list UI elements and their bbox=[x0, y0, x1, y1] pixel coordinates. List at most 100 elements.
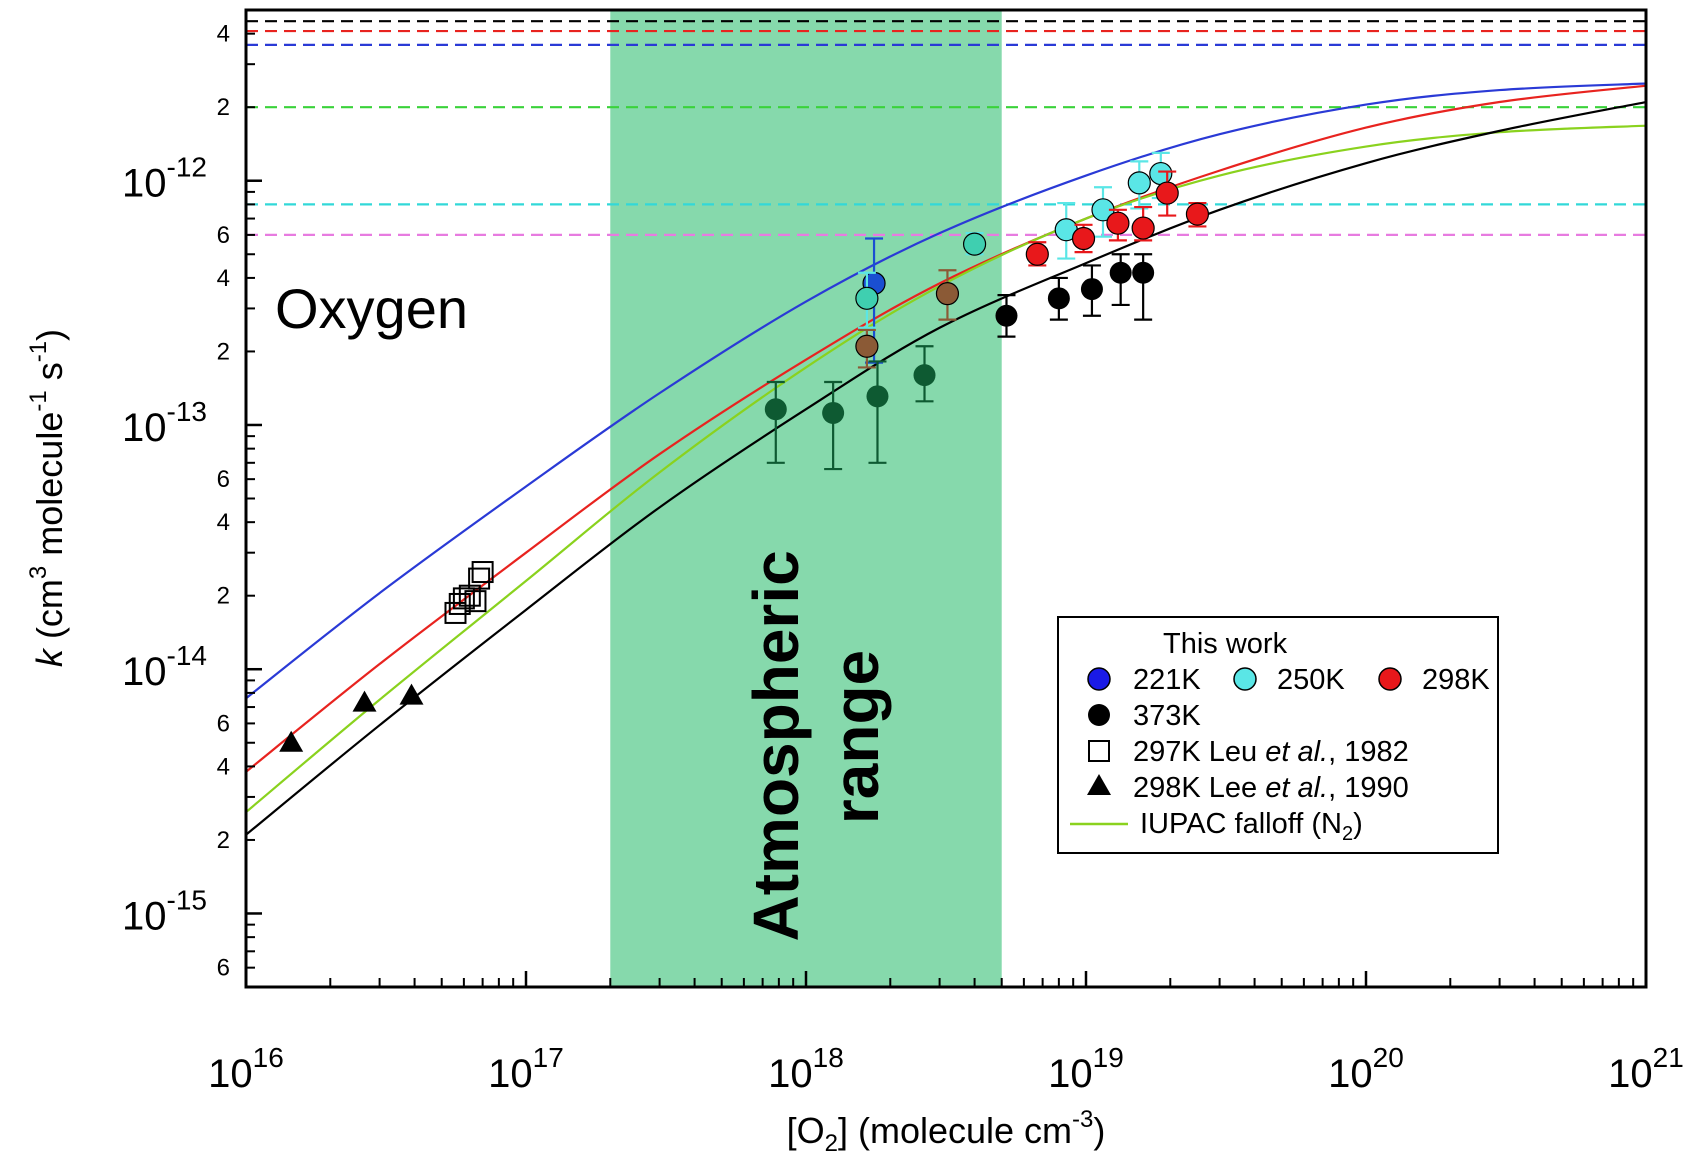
x-tick-base-5: 10 bbox=[1608, 1052, 1653, 1096]
curve-3 bbox=[245, 100, 1647, 836]
y-tick-base-1: 10 bbox=[122, 650, 167, 694]
y-minor-label-0: 6 bbox=[217, 955, 230, 982]
x-tick-base-0: 10 bbox=[208, 1052, 253, 1096]
point-s1-5 bbox=[1149, 161, 1173, 186]
legend-221k-marker bbox=[1087, 667, 1111, 691]
y-minor-label-4: 2 bbox=[217, 583, 230, 610]
y-minor-label-3: 6 bbox=[217, 710, 230, 737]
curve-0 bbox=[245, 82, 1647, 700]
atmospheric-range-line2: range bbox=[820, 650, 892, 824]
point-s1-0 bbox=[855, 286, 879, 310]
y-tick-exp-1: -14 bbox=[167, 640, 207, 671]
legend-373k-label: 373K bbox=[1133, 700, 1201, 732]
legend-221k-label: 221K bbox=[1133, 664, 1201, 696]
fit-curves bbox=[245, 82, 1647, 836]
point-s3-5 bbox=[1047, 287, 1070, 310]
legend-298k-label: 298K bbox=[1422, 664, 1490, 696]
point-s2-1 bbox=[1071, 226, 1096, 251]
y-tick-label-2: 10-13 bbox=[122, 396, 207, 450]
x-tick-label-3: 1019 bbox=[1048, 1042, 1124, 1096]
y-minor-label-9: 6 bbox=[217, 222, 230, 249]
y-minor-label-8: 4 bbox=[217, 265, 230, 292]
x-tick-exp-5: 21 bbox=[1653, 1042, 1684, 1073]
y-tick-label-3: 10-12 bbox=[122, 152, 207, 206]
y-minor-label-5: 4 bbox=[217, 509, 230, 536]
legend-373k-marker bbox=[1088, 704, 1110, 726]
x-tick-label-4: 1020 bbox=[1328, 1042, 1404, 1096]
x-tick-base-2: 10 bbox=[768, 1052, 813, 1096]
point-s4-4 bbox=[464, 590, 487, 613]
point-s4-5 bbox=[468, 567, 491, 590]
y-tick-base-0: 10 bbox=[122, 894, 167, 938]
point-s5-0 bbox=[279, 730, 304, 752]
legend-box bbox=[1057, 616, 1499, 854]
high-pressure-limit-lines bbox=[246, 20, 1646, 237]
atmospheric-range-band bbox=[610, 10, 1002, 987]
x-tick-label-5: 1021 bbox=[1608, 1042, 1684, 1096]
legend-title: This work bbox=[1163, 628, 1288, 660]
y-minor-label-10: 2 bbox=[217, 94, 230, 121]
point-s4-2 bbox=[452, 587, 475, 610]
point-s3-7 bbox=[1109, 261, 1132, 284]
legend-iupac-label: IUPAC falloff (N2) bbox=[1140, 808, 1363, 845]
x-tick-base-3: 10 bbox=[1048, 1052, 1093, 1096]
y-minor-label-11: 4 bbox=[217, 21, 230, 48]
x-tick-exp-4: 20 bbox=[1373, 1042, 1404, 1073]
legend-leu-label: 297K Leu et al., 1982 bbox=[1133, 736, 1409, 768]
y-minor-label-1: 2 bbox=[217, 827, 230, 854]
point-s2-3 bbox=[1131, 216, 1155, 240]
y-minor-label-6: 6 bbox=[217, 466, 230, 493]
axes: 1016 1017 1018 1019 1020 102110-1510-1410-131… bbox=[122, 9, 1684, 1096]
point-s1-1 bbox=[962, 232, 987, 256]
point-s3-6 bbox=[1080, 278, 1103, 301]
y-tick-exp-3: -12 bbox=[167, 152, 207, 183]
overlay-point-0 bbox=[855, 334, 879, 358]
overlay-point-1 bbox=[935, 282, 960, 306]
legend-250k-label: 250K bbox=[1277, 664, 1345, 696]
y-tick-base-2: 10 bbox=[122, 406, 167, 450]
atmospheric-range-line1: Atmospheric bbox=[740, 550, 812, 941]
point-s2-2 bbox=[1106, 211, 1130, 235]
point-s3-4 bbox=[995, 304, 1018, 327]
legend-lee-marker bbox=[1087, 774, 1111, 795]
legend-298k-marker bbox=[1378, 667, 1402, 691]
x-tick-exp-1: 17 bbox=[533, 1042, 564, 1073]
y-tick-exp-2: -13 bbox=[167, 396, 207, 427]
oxygen-annotation: Oxygen bbox=[275, 277, 468, 340]
x-axis-label: [O2] (molecule cm-3) bbox=[787, 1106, 1106, 1157]
curve-2 bbox=[245, 124, 1647, 813]
point-s3-3 bbox=[913, 364, 936, 387]
point-s3-1 bbox=[822, 401, 845, 424]
x-tick-base-1: 10 bbox=[488, 1052, 533, 1096]
point-s5-1 bbox=[352, 690, 377, 712]
x-tick-exp-2: 18 bbox=[813, 1042, 844, 1073]
y-minor-label-7: 2 bbox=[217, 338, 230, 365]
y-tick-label-0: 10-15 bbox=[122, 884, 207, 938]
x-tick-label-1: 1017 bbox=[488, 1042, 564, 1096]
y-minor-label-2: 4 bbox=[217, 753, 230, 780]
legend-leu-marker bbox=[1088, 740, 1110, 762]
data-points bbox=[279, 151, 1210, 752]
point-s5-2 bbox=[399, 683, 424, 705]
atmospheric-range-rect bbox=[610, 10, 1002, 987]
legend: This work 221K 250K 298K 373K 297K Leu e… bbox=[1057, 616, 1499, 854]
point-s3-0 bbox=[764, 398, 787, 421]
x-tick-label-2: 1018 bbox=[768, 1042, 844, 1096]
point-s2-5 bbox=[1185, 202, 1210, 226]
point-s1-4 bbox=[1127, 171, 1151, 195]
x-tick-base-4: 10 bbox=[1328, 1052, 1373, 1096]
point-s3-8 bbox=[1132, 261, 1155, 284]
x-tick-exp-0: 16 bbox=[253, 1042, 284, 1073]
point-s4-6 bbox=[471, 561, 494, 584]
legend-250k-marker bbox=[1233, 667, 1257, 691]
y-tick-label-1: 10-14 bbox=[122, 640, 207, 694]
y-tick-base-3: 10 bbox=[122, 162, 167, 206]
point-s2-0 bbox=[1025, 242, 1049, 266]
x-tick-exp-3: 19 bbox=[1093, 1042, 1124, 1073]
point-s2-4 bbox=[1155, 181, 1179, 205]
atmospheric-range-label: Atmospheric range bbox=[740, 533, 892, 942]
y-axis-label: k (cm3 molecule-1 s-1) bbox=[25, 329, 70, 667]
y-tick-exp-0: -15 bbox=[167, 884, 207, 915]
point-s3-2 bbox=[866, 385, 889, 408]
